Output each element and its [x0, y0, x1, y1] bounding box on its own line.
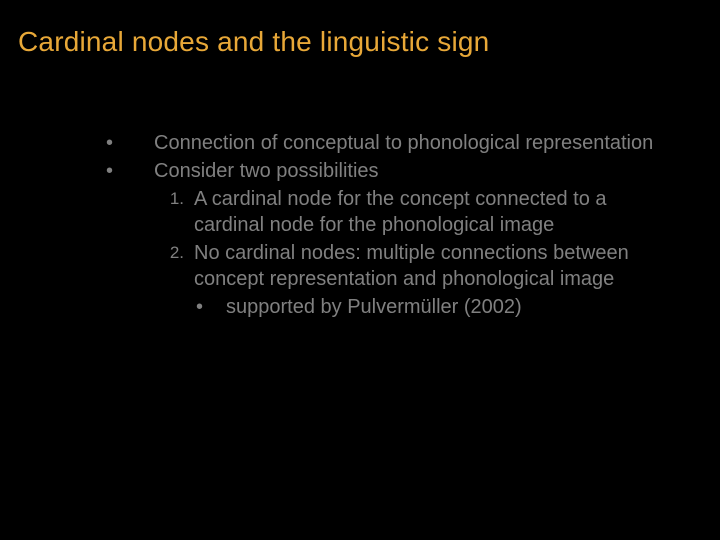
bullet-item: • Consider two possibilities [100, 158, 660, 184]
number-marker: 1. [148, 186, 194, 212]
bullet-text: Connection of conceptual to phonological… [154, 130, 660, 156]
numbered-text: A cardinal node for the concept connecte… [194, 186, 660, 238]
bullet-text: Consider two possibilities [154, 158, 660, 184]
bullet-item: • Connection of conceptual to phonologic… [100, 130, 660, 156]
sub-bullet-item: • supported by Pulvermüller (2002) [100, 294, 660, 320]
bullet-marker: • [100, 130, 154, 156]
numbered-item: 2. No cardinal nodes: multiple connectio… [100, 240, 660, 292]
bullet-marker: • [100, 158, 154, 184]
sub-bullet-text: supported by Pulvermüller (2002) [226, 294, 660, 320]
slide: Cardinal nodes and the linguistic sign •… [0, 0, 720, 540]
sub-bullet-marker: • [196, 294, 226, 320]
slide-body: • Connection of conceptual to phonologic… [100, 130, 660, 322]
slide-title: Cardinal nodes and the linguistic sign [18, 26, 489, 58]
numbered-item: 1. A cardinal node for the concept conne… [100, 186, 660, 238]
numbered-text: No cardinal nodes: multiple connections … [194, 240, 660, 292]
number-marker: 2. [148, 240, 194, 266]
